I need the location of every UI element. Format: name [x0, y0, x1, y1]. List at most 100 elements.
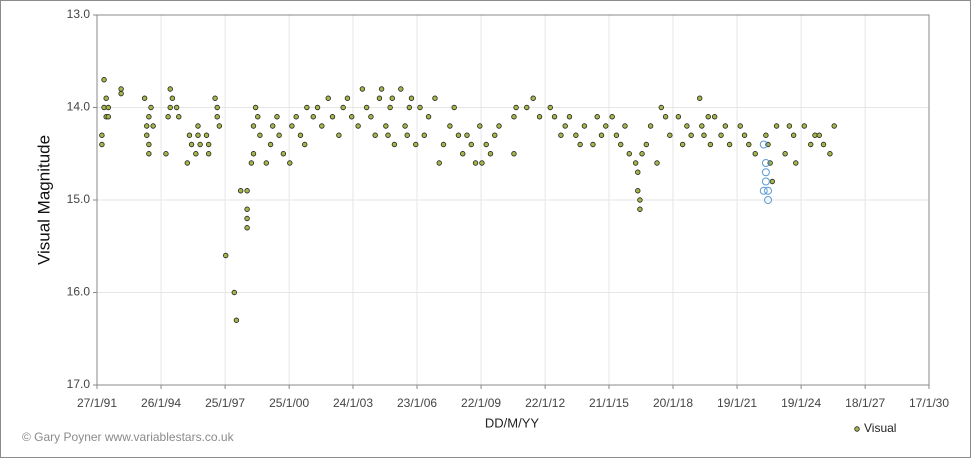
- data-point: [425, 114, 432, 120]
- data-point: [477, 123, 483, 129]
- data-point: [816, 132, 822, 138]
- credit: © Gary Poyner www.variablestars.co.uk: [22, 430, 235, 444]
- data-point: [577, 141, 583, 148]
- data-point: [197, 141, 203, 148]
- data-point: [359, 86, 366, 92]
- data-point: [581, 123, 588, 129]
- data-point: [387, 104, 393, 111]
- data-point: [688, 132, 694, 138]
- data-point: [237, 188, 244, 194]
- data-point: [511, 151, 517, 157]
- data-point: [255, 114, 261, 120]
- data-point: [99, 132, 105, 138]
- data-point: [376, 95, 383, 101]
- data-point: [761, 159, 770, 167]
- data-point: [483, 141, 489, 148]
- data-point: [432, 95, 438, 101]
- data-point: [188, 141, 195, 148]
- data-point: [440, 141, 447, 148]
- data-point: [793, 160, 799, 166]
- data-point: [176, 114, 182, 120]
- data-point: [639, 151, 645, 157]
- data-point: [349, 114, 355, 120]
- data-point: [103, 95, 109, 101]
- data-point: [193, 151, 199, 157]
- x-tick-label: 18/1/27: [845, 396, 885, 410]
- data-point: [363, 104, 370, 111]
- data-point: [573, 132, 579, 138]
- data-point: [769, 178, 775, 185]
- data-point: [626, 151, 632, 157]
- data-point: [276, 132, 282, 138]
- data-point: [402, 123, 408, 129]
- data-point: [205, 141, 212, 148]
- data-point: [701, 132, 707, 138]
- plot-area: [96, 14, 930, 386]
- data-point: [99, 141, 105, 148]
- data-point: [413, 141, 419, 148]
- data-point: [372, 132, 378, 138]
- data-point: [643, 141, 650, 148]
- data-point: [293, 114, 299, 120]
- data-point: [319, 123, 325, 129]
- data-point: [101, 77, 107, 83]
- data-point: [658, 104, 664, 111]
- x-tick-label: 19/1/21: [717, 396, 757, 410]
- x-tick-label: 20/1/18: [653, 396, 693, 410]
- data-point: [146, 141, 152, 148]
- data-point: [244, 206, 250, 212]
- data-point: [267, 141, 274, 148]
- data-point: [524, 104, 530, 111]
- data-point: [737, 123, 743, 129]
- data-point: [699, 123, 705, 129]
- data-point: [274, 114, 280, 120]
- data-point: [146, 151, 152, 157]
- data-point: [252, 104, 259, 111]
- data-point: [383, 123, 389, 129]
- data-point: [820, 141, 827, 148]
- data-point: [165, 114, 171, 120]
- data-point: [763, 132, 769, 138]
- data-point: [675, 114, 682, 120]
- data-point: [637, 197, 643, 203]
- data-point: [257, 132, 263, 138]
- x-tick-label: 22/1/12: [525, 396, 565, 410]
- x-tick-label: 25/1/97: [205, 396, 245, 410]
- data-point: [417, 104, 423, 111]
- data-point: [741, 132, 748, 138]
- data-point: [436, 160, 442, 166]
- x-tick-label: 27/1/91: [77, 396, 117, 410]
- data-point: [536, 114, 543, 120]
- data-point: [752, 151, 758, 157]
- data-point: [726, 141, 733, 148]
- data-point: [408, 95, 415, 101]
- x-tick-label: 21/1/15: [589, 396, 629, 410]
- data-point: [244, 188, 250, 194]
- data-point: [214, 114, 220, 120]
- data-point: [566, 114, 573, 120]
- data-point: [711, 114, 718, 120]
- data-point: [270, 123, 276, 129]
- data-point: [447, 123, 453, 129]
- data-point: [231, 289, 237, 296]
- data-point: [378, 86, 385, 92]
- data-point: [105, 104, 112, 111]
- x-axis-label: DD/M/YY: [485, 415, 540, 430]
- data-point: [746, 141, 752, 148]
- data-point: [801, 123, 808, 129]
- data-point: [667, 132, 673, 138]
- data-point: [827, 151, 833, 157]
- x-tick-label: 23/1/06: [397, 396, 437, 410]
- data-point: [609, 114, 615, 120]
- data-point: [304, 104, 310, 111]
- data-point: [385, 132, 391, 138]
- data-point: [654, 160, 660, 166]
- data-point: [613, 132, 620, 138]
- data-point: [250, 151, 257, 157]
- data-point: [618, 141, 624, 148]
- data-point: [314, 104, 321, 111]
- data-point: [212, 95, 218, 101]
- data-point: [496, 123, 502, 129]
- data-point: [391, 141, 398, 148]
- data-point: [186, 132, 193, 138]
